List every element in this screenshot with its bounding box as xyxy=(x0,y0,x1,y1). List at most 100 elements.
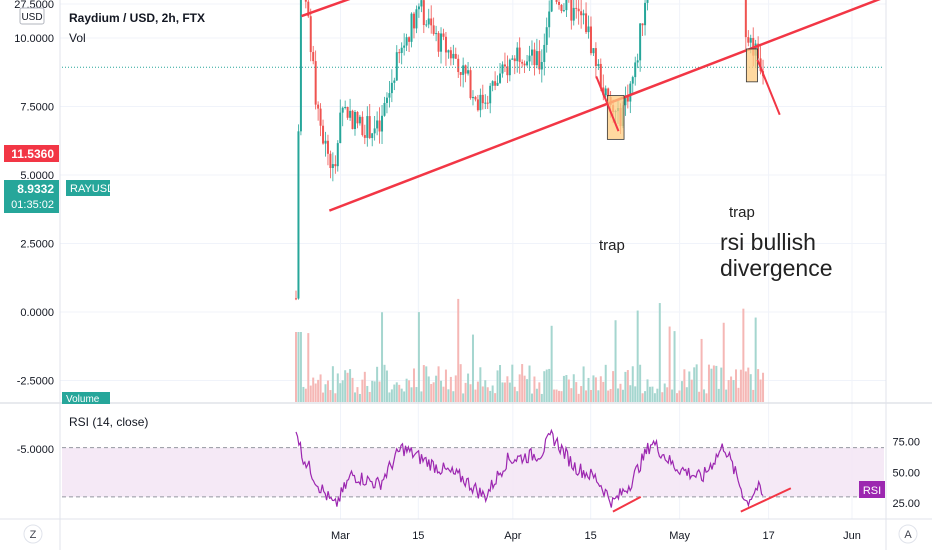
candle-body xyxy=(299,0,302,132)
time-axis[interactable]: Mar 15 Apr 15 May 17 Jun xyxy=(331,530,861,542)
currency-badge[interactable] xyxy=(19,7,45,25)
volume-bar xyxy=(715,365,718,402)
volume-bars xyxy=(295,298,765,402)
volume-bar xyxy=(725,389,728,402)
volume-bar xyxy=(698,391,701,402)
volume-bar xyxy=(317,379,320,402)
candle-body xyxy=(437,33,440,52)
candle-body xyxy=(312,52,315,62)
candle-body xyxy=(636,60,639,63)
volume-bar xyxy=(295,332,297,402)
candle-body xyxy=(400,47,403,53)
candle-body xyxy=(430,18,433,26)
volume-bar xyxy=(341,380,344,402)
volume-bar xyxy=(442,386,445,402)
candle-body xyxy=(385,97,388,103)
candle-body xyxy=(319,108,322,126)
candle-body xyxy=(349,110,352,118)
volume-bar xyxy=(521,364,524,402)
volume-bar xyxy=(503,382,506,402)
volume-bar xyxy=(742,308,745,402)
divergence-label-line1: rsi bullish xyxy=(720,229,816,255)
volume-bar xyxy=(680,381,683,402)
candle-body xyxy=(565,0,568,11)
volume-bar xyxy=(437,366,440,402)
volume-bar xyxy=(535,388,538,402)
volume-bar xyxy=(336,373,339,402)
volume-bar xyxy=(457,298,460,402)
volume-bar xyxy=(464,382,467,402)
volume-bar xyxy=(732,380,735,402)
volume-bar xyxy=(358,393,361,402)
volume-bar xyxy=(304,388,307,402)
candle-body xyxy=(484,102,487,104)
volume-bar xyxy=(479,367,482,402)
candle-body xyxy=(378,120,381,132)
candle-body xyxy=(336,143,339,167)
volume-bar xyxy=(658,303,661,402)
volume-bar xyxy=(712,365,715,402)
volume-bar xyxy=(368,391,371,402)
volume-bar xyxy=(533,376,536,402)
volume-bar xyxy=(641,393,644,402)
volume-bar xyxy=(762,372,765,402)
candle-body xyxy=(543,44,546,62)
volume-bar xyxy=(511,364,514,402)
candle-body xyxy=(329,153,332,169)
candle-body xyxy=(558,1,561,5)
trap-label-2: trap xyxy=(729,204,755,221)
trap-box-1[interactable] xyxy=(606,95,625,140)
price-tick-label: 10.0000 xyxy=(14,33,54,45)
chart-title[interactable]: Raydium / USD, 2h, FTX xyxy=(69,11,205,25)
candle-body xyxy=(474,96,477,100)
candle-body xyxy=(435,33,438,35)
candle-body xyxy=(341,107,344,113)
auto-scale-right-button[interactable]: A xyxy=(898,524,918,544)
channel-upper-line[interactable] xyxy=(301,0,886,18)
volume-bar xyxy=(506,376,509,402)
trap-box-2[interactable] xyxy=(745,48,758,83)
candle-body xyxy=(747,37,750,43)
candle-body xyxy=(422,0,425,25)
price-tick-label: -5.0000 xyxy=(17,444,54,456)
rsi-divergence-line-2[interactable] xyxy=(740,487,792,513)
candle-body xyxy=(420,0,423,7)
candle-body xyxy=(353,111,356,130)
candle-body xyxy=(545,27,548,45)
candle-body xyxy=(464,65,467,74)
volume-bar xyxy=(744,371,747,402)
volume-bar xyxy=(393,384,396,402)
price-axis[interactable]: 27.500020.000017.500015.000012.500010.00… xyxy=(14,0,54,456)
volume-bar xyxy=(403,391,406,402)
candle-body xyxy=(376,120,379,129)
volume-bar xyxy=(735,369,738,402)
volume-bar xyxy=(560,391,563,402)
candle-body xyxy=(540,61,543,70)
auto-scale-left-button[interactable]: Z xyxy=(23,524,43,544)
rsi-line[interactable] xyxy=(295,428,764,508)
volume-bar xyxy=(683,369,686,402)
candle-body xyxy=(530,49,533,56)
candle-body xyxy=(749,37,752,43)
candle-body xyxy=(491,81,494,86)
volume-bar xyxy=(614,320,617,402)
rsi-divergence-line-1[interactable] xyxy=(612,495,642,513)
volume-indicator-label[interactable]: Vol xyxy=(69,31,86,45)
candle-body xyxy=(513,58,516,62)
candle-body xyxy=(607,88,610,97)
rsi-title[interactable]: RSI (14, close) xyxy=(69,415,148,429)
volume-bar xyxy=(334,393,337,402)
candle-body xyxy=(326,140,329,154)
volume-bar xyxy=(688,371,691,402)
volume-bar xyxy=(440,380,443,402)
volume-bar xyxy=(562,375,565,402)
volume-bar xyxy=(454,375,457,402)
volume-bar xyxy=(710,368,713,402)
volume-bar xyxy=(299,332,302,402)
candle-body xyxy=(562,10,565,12)
volume-bar xyxy=(661,392,664,402)
volume-bar xyxy=(572,374,575,402)
volume-bar xyxy=(629,385,632,402)
candle-body xyxy=(570,0,573,21)
